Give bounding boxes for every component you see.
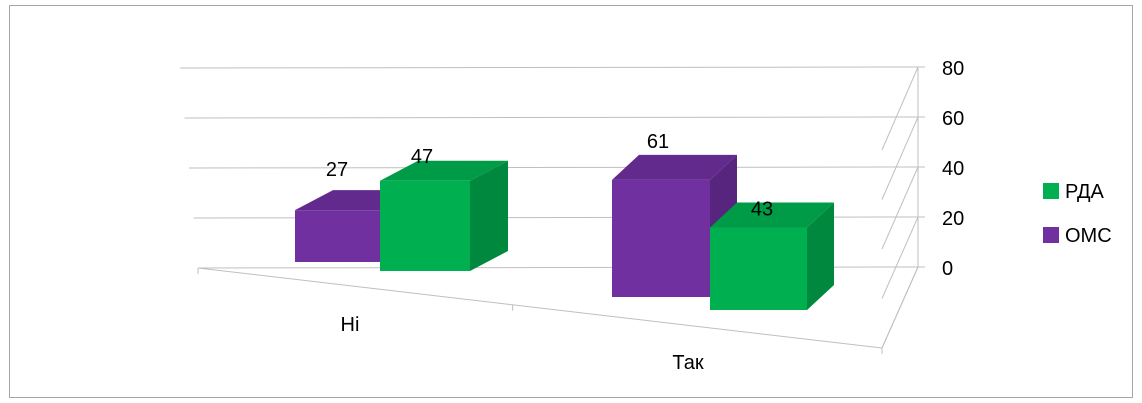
y-tick-label: 40 <box>942 158 964 180</box>
bar-top <box>380 160 508 181</box>
bar <box>612 179 710 297</box>
floor-front-edge <box>197 267 883 349</box>
gridline <box>179 66 919 151</box>
bar-top <box>612 154 737 180</box>
bar-side <box>470 160 508 271</box>
chart-frame <box>9 5 1133 398</box>
legend-label: ОМС <box>1065 225 1112 247</box>
gridline <box>184 116 919 200</box>
y-tick-labels: 0 20 40 60 80 <box>942 58 964 280</box>
legend-label: РДА <box>1065 181 1105 203</box>
data-label: 47 <box>411 146 433 168</box>
bar <box>380 180 470 271</box>
gridlines <box>179 66 925 349</box>
y-tick-label: 20 <box>942 208 964 230</box>
bar <box>710 227 807 310</box>
x-tick-labels: Ні Так <box>341 314 704 374</box>
bars <box>295 154 834 310</box>
y-tick-label: 80 <box>942 58 964 80</box>
legend-swatch <box>1043 183 1059 199</box>
data-label: 61 <box>647 131 669 153</box>
data-labels: 27 47 61 43 <box>326 131 773 221</box>
legend-swatch <box>1043 227 1059 243</box>
y-tick-label: 60 <box>942 108 964 130</box>
bar <box>295 210 380 262</box>
y-tick-label: 0 <box>942 258 953 280</box>
legend: РДА ОМС <box>1043 181 1112 247</box>
data-label: 43 <box>751 198 773 220</box>
bar-side <box>807 202 834 310</box>
bar-top <box>710 202 834 228</box>
x-tick-label: Так <box>672 352 703 374</box>
x-tick-label: Ні <box>341 314 360 336</box>
data-label: 27 <box>326 159 348 181</box>
